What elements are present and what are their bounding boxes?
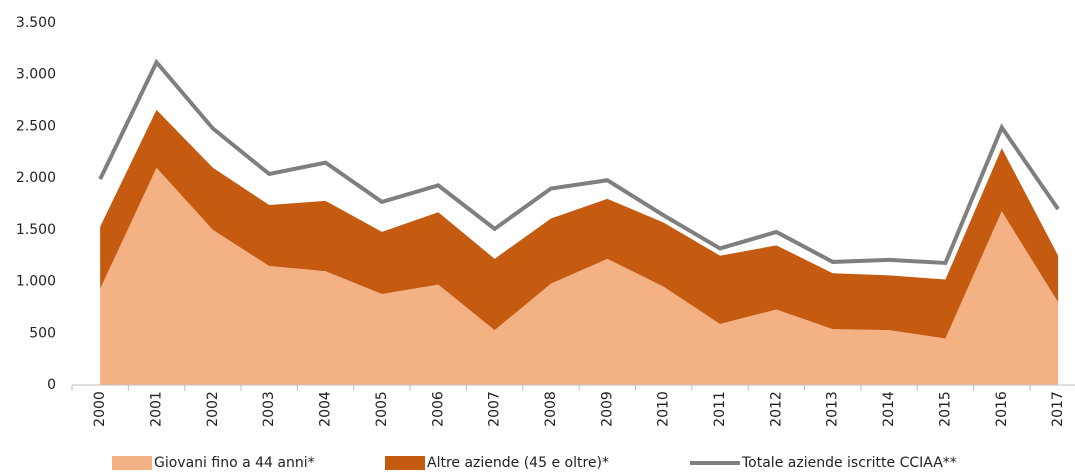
x-tick-label: 2011 <box>712 391 728 427</box>
x-tick-label: 2012 <box>768 391 784 427</box>
x-tick-label: 2003 <box>261 391 277 427</box>
line <box>98 58 1060 266</box>
area <box>100 109 1059 339</box>
y-tick-label: 500 <box>29 325 56 341</box>
x-tick-label: 2006 <box>430 391 446 427</box>
legend-label: Totale aziende iscritte CCIAA** <box>741 455 957 471</box>
y-tick-label: 3.500 <box>16 15 56 31</box>
x-tick-label: 2009 <box>599 391 615 427</box>
x-tick-label: 2014 <box>881 391 897 427</box>
x-tick-label: 2015 <box>937 391 953 427</box>
legend-label: Giovani fino a 44 anni* <box>154 455 315 471</box>
x-tick-label: 2007 <box>487 391 503 427</box>
legend-swatch <box>385 456 425 470</box>
legend-label: Altre aziende (45 e oltre)* <box>427 455 609 471</box>
y-tick-label: 2.500 <box>16 118 56 134</box>
x-tick-label: 2008 <box>543 391 559 427</box>
x-tick-label: 2004 <box>318 391 334 427</box>
legend-swatch <box>112 456 152 470</box>
x-tick-label: 2000 <box>92 391 108 427</box>
y-tick-label: 1.000 <box>16 274 56 290</box>
y-tick-label: 0 <box>47 377 56 393</box>
y-tick-label: 2.000 <box>16 170 56 186</box>
x-tick-label: 2005 <box>374 391 390 427</box>
x-tick-label: 2010 <box>656 391 672 427</box>
area <box>100 167 1059 385</box>
x-tick-label: 2013 <box>825 391 841 427</box>
y-tick-label: 1.500 <box>16 222 56 238</box>
x-tick-label: 2017 <box>1050 391 1066 427</box>
x-tick-label: 2016 <box>994 391 1010 427</box>
x-tick-label: 2001 <box>149 391 165 427</box>
y-tick-label: 3.000 <box>16 67 56 83</box>
x-tick-label: 2002 <box>205 391 221 427</box>
